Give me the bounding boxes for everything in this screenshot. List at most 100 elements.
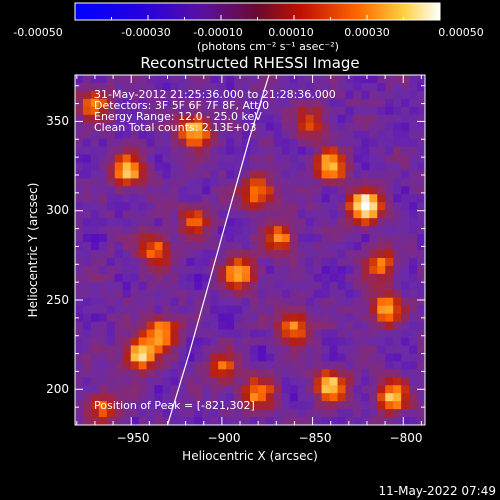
heatmap-cell — [186, 289, 195, 299]
heatmap-cell — [273, 305, 283, 315]
heatmap-cell — [130, 321, 140, 330]
heatmap-cell — [257, 329, 267, 338]
heatmap-cell — [75, 409, 84, 418]
heatmap-cell — [305, 218, 315, 227]
heatmap-cell — [337, 218, 346, 227]
heatmap-cell — [305, 409, 315, 418]
heatmap-cell — [218, 106, 227, 116]
heatmap-cell — [289, 82, 299, 92]
heatmap-cell — [138, 178, 147, 187]
heatmap-cell — [377, 154, 386, 163]
heatmap-cell — [345, 194, 354, 203]
heatmap-cell — [289, 202, 299, 211]
heatmap-cell — [409, 146, 418, 155]
heatmap-cell — [138, 106, 147, 116]
heatmap-cell — [242, 401, 251, 410]
heatmap-cell — [305, 337, 315, 346]
heatmap-cell — [194, 75, 203, 84]
heatmap-cell — [337, 353, 346, 362]
heatmap-cell — [401, 90, 410, 100]
heatmap-cell — [409, 250, 418, 259]
heatmap-cell — [194, 265, 203, 275]
heatmap-cell — [401, 186, 410, 195]
heatmap-cell — [265, 130, 275, 140]
heatmap-cell — [114, 146, 124, 155]
heatmap-cell — [265, 226, 275, 235]
heatmap-cell — [138, 265, 147, 275]
heatmap-cell — [242, 98, 251, 108]
heatmap-cell — [353, 226, 362, 235]
heatmap-cell — [393, 273, 402, 283]
heatmap-cell — [361, 329, 370, 338]
heatmap-cell — [409, 202, 418, 211]
heatmap-cell — [186, 281, 195, 291]
heatmap-cell — [82, 82, 92, 92]
heatmap-cell — [178, 146, 187, 155]
heatmap-cell — [377, 75, 386, 84]
heatmap-cell — [202, 218, 211, 227]
heatmap-cell — [114, 234, 124, 243]
heatmap-cell — [305, 313, 315, 322]
heatmap-cell — [273, 234, 283, 243]
heatmap-cell — [114, 202, 124, 211]
heatmap-cell — [138, 369, 147, 378]
heatmap-cell — [417, 122, 425, 132]
heatmap-cell — [345, 82, 354, 92]
heatmap-cell — [162, 337, 171, 346]
heatmap-cell — [90, 218, 100, 227]
heatmap-cell — [114, 417, 124, 425]
heatmap-cell — [162, 210, 171, 219]
heatmap-cell — [321, 122, 330, 132]
heatmap-cell — [297, 321, 307, 330]
heatmap-cell — [281, 409, 291, 418]
heatmap-cell — [146, 385, 155, 394]
heatmap-cell — [98, 297, 108, 307]
heatmap-cell — [82, 329, 92, 338]
heatmap-cell — [345, 146, 354, 155]
heatmap-cell — [393, 281, 402, 291]
heatmap-cell — [329, 377, 338, 386]
heatmap-cell — [369, 98, 378, 108]
heatmap-cell — [321, 369, 330, 378]
heatmap-cell — [297, 138, 307, 147]
heatmap-cell — [305, 178, 315, 187]
heatmap-cell — [138, 146, 147, 155]
heatmap-cell — [337, 257, 346, 267]
heatmap-cell — [90, 82, 100, 92]
heatmap-cell — [82, 138, 92, 147]
heatmap-cell — [186, 305, 195, 315]
heatmap-cell — [393, 138, 402, 147]
heatmap-cell — [194, 329, 203, 338]
heatmap-cell — [401, 393, 410, 402]
heatmap-cell — [218, 170, 227, 179]
heatmap-cell — [273, 202, 283, 211]
heatmap-cell — [289, 138, 299, 147]
heatmap-cell — [114, 130, 124, 140]
heatmap-cell — [122, 273, 132, 283]
heatmap-cell — [377, 170, 386, 179]
heatmap-cell — [75, 369, 84, 378]
heatmap-cell — [154, 417, 163, 425]
heatmap-cell — [385, 345, 394, 354]
heatmap-cell — [98, 417, 108, 425]
heatmap-cell — [138, 393, 147, 402]
heatmap-cell — [393, 409, 402, 418]
heatmap-cell — [361, 226, 370, 235]
heatmap-cell — [297, 273, 307, 283]
heatmap-cell — [154, 337, 163, 346]
heatmap-cell — [369, 305, 378, 315]
heatmap-cell — [353, 90, 362, 100]
heatmap-cell — [226, 305, 235, 315]
heatmap-cell — [154, 82, 163, 92]
heatmap-cell — [90, 289, 100, 299]
heatmap-cell — [82, 210, 92, 219]
heatmap-cell — [114, 138, 124, 147]
heatmap-cell — [393, 218, 402, 227]
heatmap-cell — [313, 281, 322, 291]
heatmap-cell — [273, 369, 283, 378]
heatmap-cell — [106, 210, 116, 219]
heatmap-cell — [273, 377, 283, 386]
heatmap-cell — [106, 369, 116, 378]
heatmap-cell — [178, 337, 187, 346]
heatmap-cell — [186, 337, 195, 346]
